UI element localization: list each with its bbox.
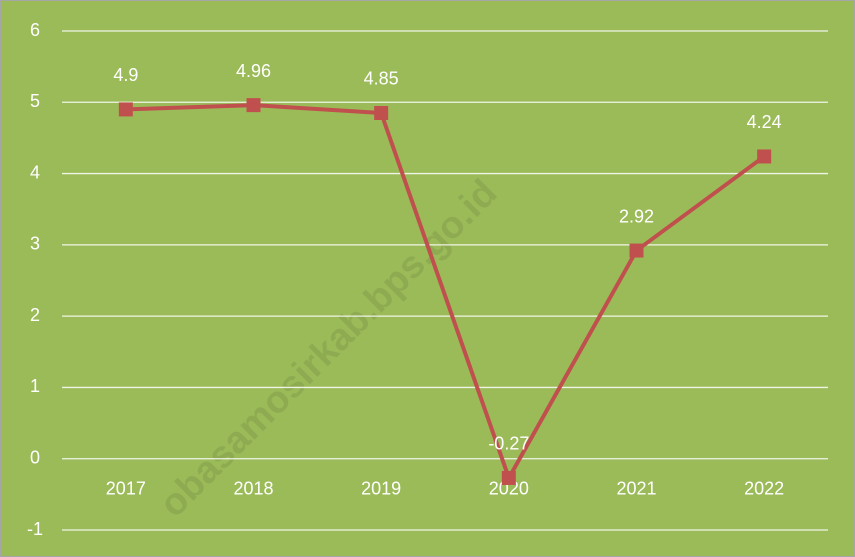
data-label: -0.27 [488,434,529,454]
marker [374,105,389,120]
y-tick-label: 2 [30,305,40,325]
y-tick-label: 0 [30,447,40,467]
data-label: 4.96 [236,61,271,81]
x-tick-label: 2020 [489,478,529,498]
y-tick-label: 4 [30,162,40,182]
marker [246,98,261,113]
data-label: 2.92 [619,206,654,226]
marker [757,149,772,164]
line [125,103,766,480]
y-tick-label: 6 [30,20,40,40]
x-tick-label: 2019 [361,478,401,498]
y-tick-label: 5 [30,91,40,111]
marker [501,470,516,485]
marker [629,243,644,258]
x-tick-label: 2018 [233,478,273,498]
y-tick-label: 1 [30,376,40,396]
y-tick-label: 3 [30,234,40,254]
data-label: 4.24 [747,112,782,132]
data-label: 4.9 [113,65,138,85]
data-label: 4.85 [364,69,399,89]
x-tick-label: 2021 [616,478,656,498]
y-tick-label: -1 [27,519,43,539]
x-tick-label: 2022 [744,478,784,498]
marker [118,102,133,117]
x-tick-label: 2017 [106,478,146,498]
